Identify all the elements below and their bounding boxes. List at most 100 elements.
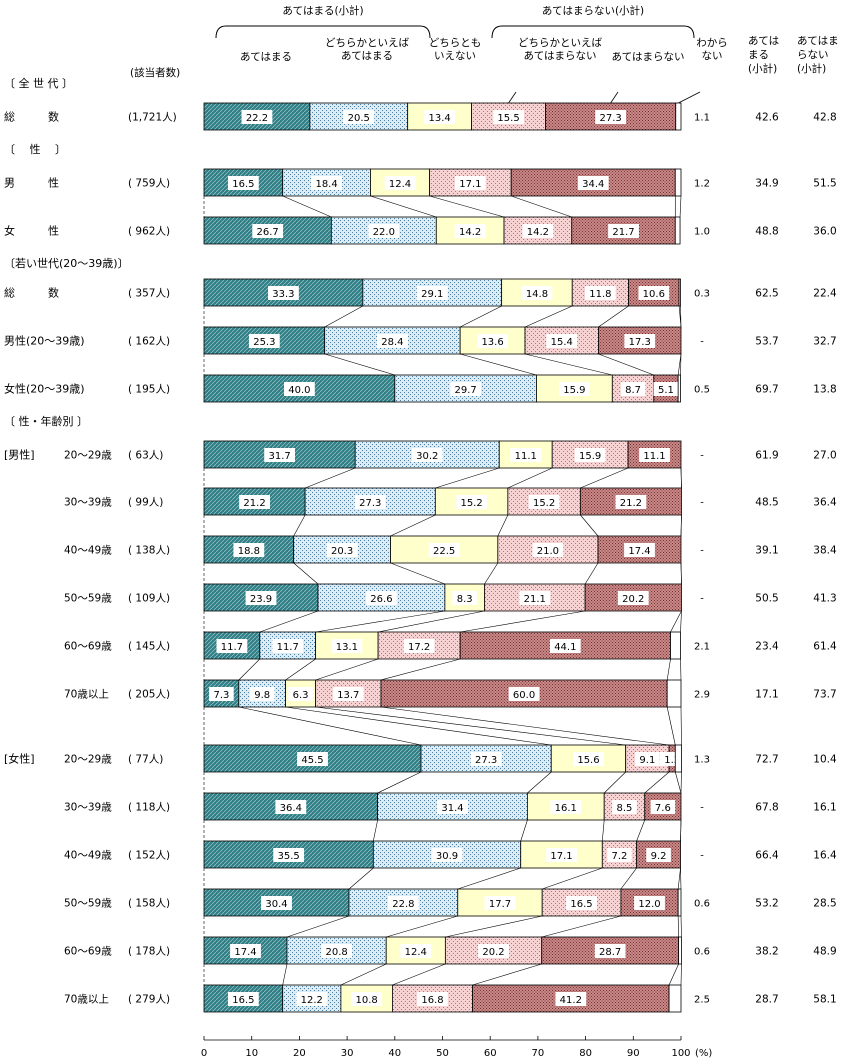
row-label: [男性] bbox=[4, 448, 35, 462]
bar-segment-6 bbox=[677, 888, 682, 917]
connector-line bbox=[460, 353, 537, 376]
value-label: 22.0 bbox=[373, 227, 395, 238]
value-label: 15.6 bbox=[577, 755, 599, 766]
row-count: ( 279人) bbox=[128, 994, 170, 1006]
connector-line bbox=[524, 305, 573, 328]
value-label-bg bbox=[650, 800, 676, 814]
connector-line bbox=[386, 915, 458, 938]
chart-rows: 〔 全 世 代 〕総 数 (1,721人) 22.2 20.5 13.4 15.5 27.3… bbox=[4, 76, 837, 1013]
subtotal-disagree: 41.3 bbox=[813, 593, 836, 605]
subtotal-disagree: 48.9 bbox=[813, 946, 836, 958]
bar-row: 70歳以上 ( 279人) 16.5 12.2 10.8 16.8 41.2 2.5 28.7 5… bbox=[64, 984, 837, 1013]
value-label: 22.2 bbox=[246, 113, 268, 124]
value-label: 27.3 bbox=[359, 498, 381, 509]
value-label-bg bbox=[321, 944, 353, 958]
value-label-bg bbox=[241, 110, 273, 124]
x-tick-label: 60 bbox=[484, 1048, 497, 1059]
value-label-bg bbox=[550, 800, 582, 814]
value-label-bg bbox=[615, 495, 647, 509]
value-label: 7.3 bbox=[213, 690, 229, 701]
value-label-bg bbox=[574, 448, 606, 462]
connector-line bbox=[293, 562, 319, 585]
value-label: 10.8 bbox=[356, 995, 378, 1006]
value-label: 6.3 bbox=[293, 690, 309, 701]
dont-know-value: 0.3 bbox=[694, 289, 710, 300]
legend-neither: どちらともいえない bbox=[429, 37, 482, 62]
bar-row: 40～49歳 ( 152人) 35.5 30.9 17.1 7.2 9.2 - 66.4 16.4 bbox=[64, 840, 837, 869]
value-label-bg bbox=[354, 495, 386, 509]
section-title: 〔若い世代(20～39歳)〕 bbox=[4, 257, 129, 270]
bar-row: [女性] 20～29歳 ( 77人) 45.5 27.3 15.6 9.1 1.3 1.3 72.… bbox=[4, 744, 837, 773]
x-tick-label: 10 bbox=[245, 1048, 258, 1059]
value-label-bg bbox=[634, 896, 665, 910]
value-label-bg bbox=[411, 448, 443, 462]
value-label-bg bbox=[230, 944, 261, 958]
value-label: 15.9 bbox=[579, 451, 601, 462]
row-count: ( 158人) bbox=[128, 898, 170, 910]
value-label-bg bbox=[368, 224, 400, 238]
connector-line bbox=[679, 195, 682, 218]
value-label: 9.8 bbox=[254, 690, 270, 701]
value-label-bg bbox=[428, 543, 460, 557]
value-label-bg bbox=[577, 176, 609, 190]
connector-line bbox=[666, 706, 676, 746]
value-label: 15.9 bbox=[563, 385, 585, 396]
value-label: 5.1 bbox=[658, 385, 674, 396]
value-label: 20.8 bbox=[325, 947, 347, 958]
dont-know-value: 1.0 bbox=[694, 227, 710, 238]
subtotal-agree: 48.5 bbox=[755, 497, 778, 509]
connector-line bbox=[259, 610, 319, 633]
value-label-bg bbox=[638, 286, 670, 300]
connector-line bbox=[620, 867, 637, 890]
value-label: 28.7 bbox=[599, 947, 621, 958]
value-label-bg bbox=[635, 752, 660, 766]
value-label-bg bbox=[384, 176, 416, 190]
value-label-bg bbox=[607, 848, 632, 862]
value-label: 20.2 bbox=[482, 947, 504, 958]
x-axis: 0 10 20 30 40 50 60 70 80 90 100 (%) bbox=[201, 1036, 712, 1059]
value-label-bg bbox=[510, 448, 542, 462]
value-label: 16.5 bbox=[570, 899, 592, 910]
connector-line bbox=[670, 610, 682, 633]
subtotal-agree: 28.7 bbox=[755, 994, 778, 1006]
value-label: 16.5 bbox=[232, 179, 254, 190]
value-label: 15.2 bbox=[460, 498, 482, 509]
value-label: 44.1 bbox=[554, 642, 576, 653]
row-sublabel: 70歳以上 bbox=[64, 994, 109, 1006]
value-label-bg bbox=[261, 896, 292, 910]
value-label-bg bbox=[249, 687, 275, 701]
legend-connector bbox=[678, 91, 701, 104]
subtotal-disagree: 36.4 bbox=[813, 497, 837, 509]
connector-line bbox=[497, 514, 509, 537]
count-header: (該当者数) bbox=[130, 66, 180, 79]
row-label: 男性(20～39歳) bbox=[4, 334, 85, 348]
row-sublabel: 50～59歳 bbox=[64, 593, 112, 605]
value-label-bg bbox=[296, 992, 328, 1006]
value-label-bg bbox=[558, 382, 590, 396]
value-label-bg bbox=[424, 110, 456, 124]
value-label: 15.2 bbox=[533, 498, 555, 509]
connector-line bbox=[580, 467, 629, 489]
x-tick-label: 40 bbox=[388, 1048, 401, 1059]
value-label: 13.1 bbox=[336, 642, 358, 653]
value-label: 17.2 bbox=[408, 642, 430, 653]
connector-line bbox=[285, 658, 316, 681]
value-label: 29.7 bbox=[455, 385, 477, 396]
connector-line bbox=[580, 514, 599, 537]
bar-segment-3 bbox=[315, 631, 379, 660]
dont-know-value: - bbox=[700, 337, 704, 348]
subtotal-agree: 23.4 bbox=[755, 641, 779, 653]
row-label: 総 数 bbox=[4, 286, 59, 300]
bar-segment-6 bbox=[674, 168, 682, 197]
row-count: ( 118人) bbox=[128, 802, 170, 814]
subtotal-agree: 53.7 bbox=[755, 336, 778, 348]
bar-segment-6 bbox=[666, 679, 682, 708]
value-label-bg bbox=[275, 800, 307, 814]
row-count: ( 178人) bbox=[128, 946, 170, 958]
bar-row: 30～39歳 ( 99人) 21.2 27.3 15.2 15.2 21.2 - 48.5 36.… bbox=[64, 487, 837, 516]
bar-row: 60～69歳 ( 145人) 11.7 11.7 13.1 17.2 44.1 2.1 23.4… bbox=[64, 631, 837, 660]
connector-line bbox=[511, 195, 572, 218]
value-label: 31.4 bbox=[441, 803, 463, 814]
value-label-bg bbox=[546, 334, 578, 348]
